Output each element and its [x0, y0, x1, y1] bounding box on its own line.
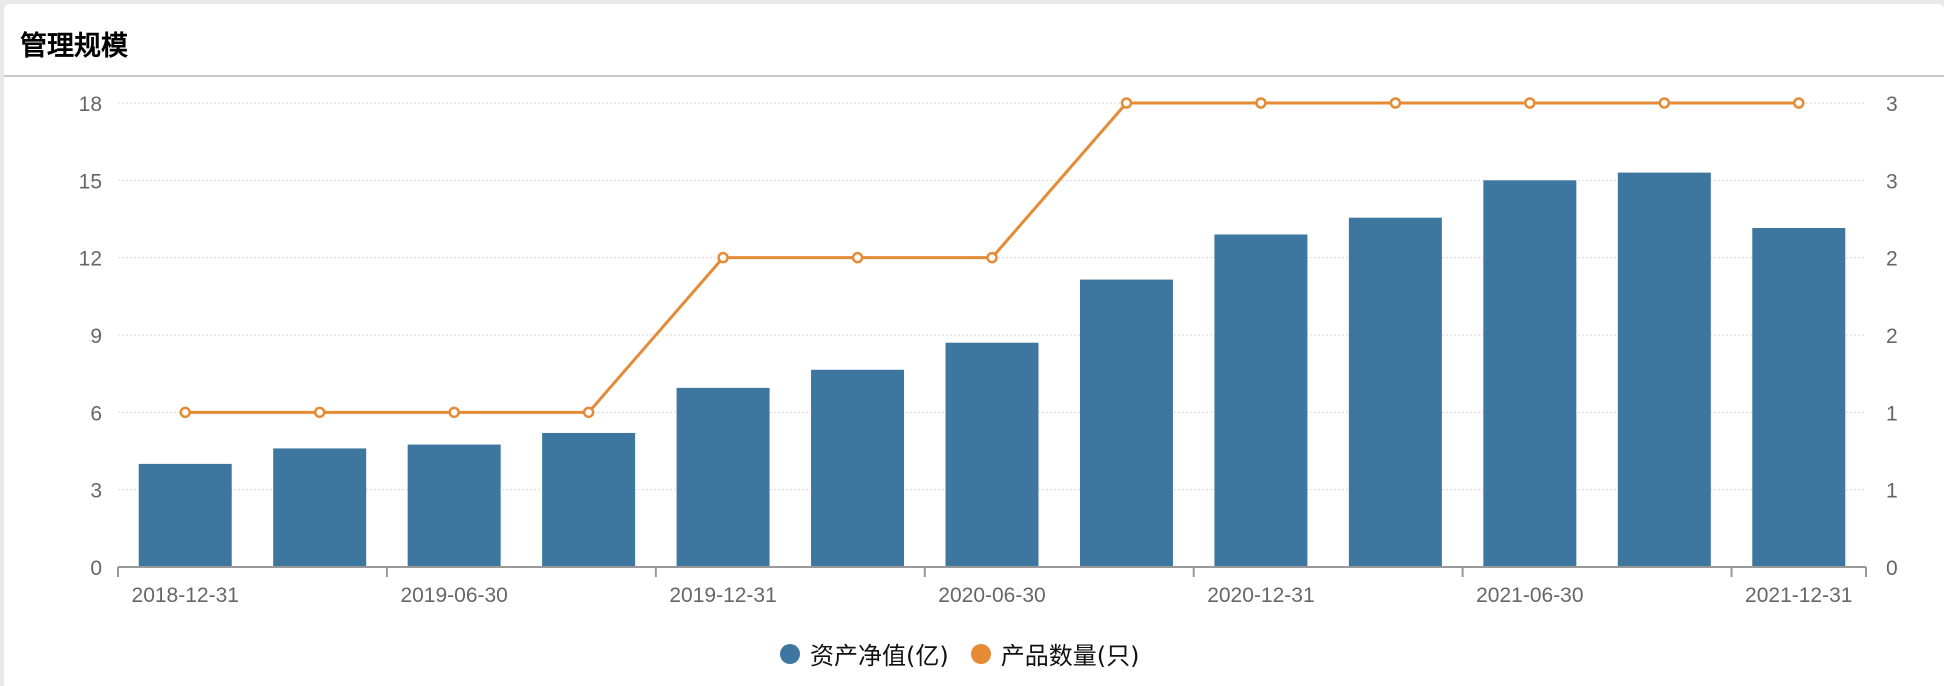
- y-left-tick-label: 12: [79, 248, 102, 271]
- card-title: 管理规模: [20, 31, 128, 62]
- line-point: [1120, 97, 1133, 109]
- bar: [1752, 228, 1846, 567]
- y-left-tick-label: 3: [90, 480, 102, 503]
- line-point: [179, 406, 191, 419]
- line-point: [1793, 97, 1805, 109]
- x-tick-label: 2020-12-31: [1207, 584, 1314, 607]
- legend-dot-icon: [970, 643, 991, 664]
- bar: [542, 432, 636, 567]
- x-tick-label: 2018-12-31: [132, 584, 239, 607]
- legend-item-product-count[interactable]: 产品数量(只): [970, 636, 1140, 671]
- bar: [1348, 217, 1442, 567]
- y-right-tick-label: 2: [1886, 325, 1898, 348]
- y-right-tick-label: 1: [1886, 402, 1898, 425]
- y-left-tick-label: 18: [79, 93, 102, 116]
- bar: [1214, 234, 1308, 567]
- y-right-tick-label: 0: [1886, 557, 1898, 580]
- x-tick-label: 2021-06-30: [1476, 584, 1583, 607]
- y-right-tick-label: 2: [1886, 248, 1898, 271]
- y-left-tick-label: 6: [90, 402, 102, 425]
- bar: [1617, 172, 1711, 567]
- x-tick-label: 2020-06-30: [938, 584, 1045, 607]
- bar: [945, 342, 1039, 567]
- legend-item-net-assets[interactable]: 资产净值(亿): [780, 636, 949, 671]
- x-tick-label: 2019-06-30: [400, 584, 507, 607]
- line-point: [313, 406, 326, 419]
- bar: [811, 369, 905, 567]
- line-point: [1658, 97, 1671, 109]
- line-point: [986, 251, 998, 264]
- bar: [1483, 180, 1577, 568]
- legend-dot-icon: [780, 643, 800, 664]
- card-header: 管理规模: [4, 4, 1944, 77]
- x-tick-label: 2021-12-31: [1745, 584, 1852, 607]
- x-tick-label: 2019-12-31: [669, 584, 776, 607]
- legend: 资产净值(亿) 产品数量(只): [780, 636, 1161, 671]
- legend-label: 产品数量(只): [1000, 642, 1140, 670]
- bar: [407, 444, 501, 567]
- line-point: [1255, 97, 1267, 109]
- y-left-tick-label: 15: [79, 170, 102, 193]
- legend-label: 资产净值(亿): [810, 642, 949, 670]
- y-right-tick-label: 3: [1886, 170, 1898, 193]
- y-right-tick-label: 3: [1886, 93, 1898, 116]
- line-point: [582, 406, 595, 419]
- line-point: [1389, 97, 1402, 109]
- line-point: [851, 251, 864, 264]
- line-point: [448, 406, 460, 419]
- bar: [1079, 279, 1173, 567]
- line-point: [717, 251, 729, 264]
- bar: [138, 463, 232, 567]
- line-point: [1524, 97, 1536, 109]
- bar: [273, 448, 367, 567]
- y-right-tick-label: 1: [1886, 480, 1898, 503]
- y-left-tick-label: 0: [90, 557, 102, 580]
- y-left-tick-label: 9: [90, 325, 102, 348]
- bar: [676, 387, 770, 567]
